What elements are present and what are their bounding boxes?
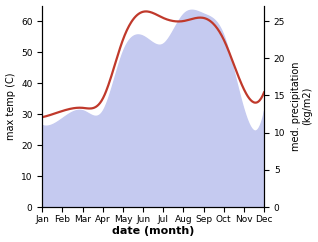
X-axis label: date (month): date (month) (112, 227, 194, 236)
Y-axis label: med. precipitation
(kg/m2): med. precipitation (kg/m2) (291, 61, 313, 151)
Y-axis label: max temp (C): max temp (C) (5, 73, 16, 140)
